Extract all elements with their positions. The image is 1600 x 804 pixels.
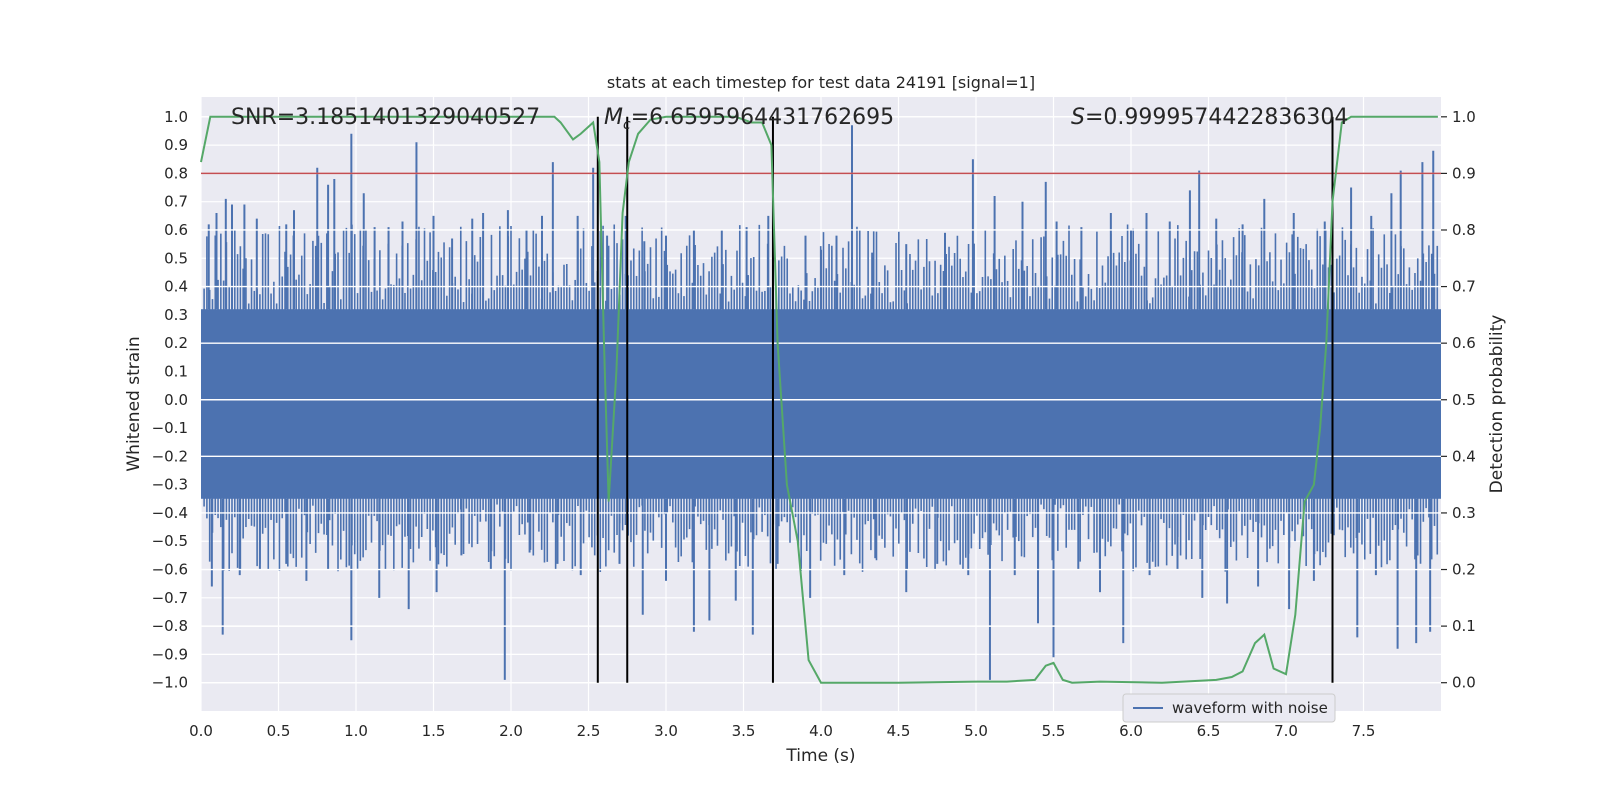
right-y-tick-label: 0.9 <box>1452 164 1476 182</box>
right-y-tick-label: 0.7 <box>1452 278 1476 296</box>
right-y-tick-label: 0.0 <box>1452 674 1476 692</box>
x-axis-ticks: 0.0 0.5 1.0 1.5 2.0 2.5 3.0 3.5 4.0 4.5 5.0 5.5 6.0 6… <box>189 722 1375 740</box>
x-tick-label: 5.0 <box>964 722 988 740</box>
x-tick-label: 5.5 <box>1042 722 1066 740</box>
x-tick-label: 0.0 <box>189 722 213 740</box>
chirp-mass-subscript: c <box>623 117 631 133</box>
left-y-tick-label: 1.0 <box>164 108 188 126</box>
right-y-tick-label: 0.6 <box>1452 334 1476 352</box>
chirp-mass-annotation: Mc=6.6595964431762695 <box>604 105 894 133</box>
left-y-tick-label: −0.9 <box>152 645 188 663</box>
x-tick-label: 4.0 <box>809 722 833 740</box>
x-tick-label: 0.5 <box>267 722 291 740</box>
legend-label: waveform with noise <box>1172 699 1328 717</box>
left-y-tick-label: −0.8 <box>152 617 188 635</box>
x-tick-label: 2.5 <box>577 722 601 740</box>
x-tick-label: 3.5 <box>732 722 756 740</box>
legend-box <box>1122 693 1336 723</box>
left-y-tick-label: −1.0 <box>152 674 188 692</box>
chart-title: stats at each timestep for test data 241… <box>607 73 1035 92</box>
chirp-mass-symbol: M <box>604 105 623 130</box>
right-y-tick-label: 1.0 <box>1452 108 1476 126</box>
left-y-tick-label: −0.2 <box>152 447 188 465</box>
left-y-tick-label: 0.9 <box>164 136 188 154</box>
right-axis-grid-lines <box>201 116 1441 684</box>
right-y-tick-label: 0.1 <box>1452 617 1476 635</box>
right-y-tick-label: 0.5 <box>1452 391 1476 409</box>
left-y-axis-ticks: −1.0 −0.9 −0.8 −0.7 −0.6 −0.5 −0.4 −0.3 −0.2 −0.1… <box>152 108 188 692</box>
left-y-tick-label: 0.1 <box>164 362 188 380</box>
right-y-tick-label: 0.4 <box>1452 447 1476 465</box>
y-axis-label-right: Detection probability <box>1487 315 1507 494</box>
left-y-tick-label: −0.7 <box>152 589 188 607</box>
x-tick-label: 1.5 <box>422 722 446 740</box>
chirp-mass-value: =6.6595964431762695 <box>631 105 894 130</box>
left-y-tick-label: −0.6 <box>152 561 188 579</box>
x-tick-label: 6.0 <box>1119 722 1143 740</box>
y-axis-label-left: Whitened strain <box>124 336 144 471</box>
x-tick-label: 6.5 <box>1197 722 1221 740</box>
x-tick-label: 7.5 <box>1352 722 1376 740</box>
left-y-tick-label: 0.7 <box>164 193 188 211</box>
left-y-tick-label: 0.5 <box>164 249 188 267</box>
right-y-tick-label: 0.3 <box>1452 504 1476 522</box>
x-tick-label: 3.0 <box>654 722 678 740</box>
score-annotation: S=0.9999574422836304 <box>1071 105 1348 130</box>
x-axis-label: Time (s) <box>785 746 855 766</box>
right-y-tick-label: 0.2 <box>1452 561 1476 579</box>
x-tick-label: 7.0 <box>1274 722 1298 740</box>
score-symbol: S <box>1071 105 1085 130</box>
left-y-tick-label: −0.3 <box>152 476 188 494</box>
left-y-tick-label: −0.4 <box>152 504 188 522</box>
left-y-tick-label: 0.8 <box>164 164 188 182</box>
left-y-tick-label: 0.6 <box>164 221 188 239</box>
left-y-tick-label: 0.2 <box>164 334 188 352</box>
x-tick-label: 4.5 <box>887 722 911 740</box>
left-y-tick-label: 0.0 <box>164 391 188 409</box>
legend: waveform with noise <box>1122 693 1336 723</box>
left-y-tick-label: −0.5 <box>152 532 188 550</box>
left-y-tick-label: 0.3 <box>164 306 188 324</box>
score-value: =0.9999574422836304 <box>1085 105 1348 130</box>
detection-probability-line <box>200 115 1438 684</box>
left-y-tick-label: −0.1 <box>152 419 188 437</box>
snr-annotation: SNR=3.1851401329040527 <box>231 105 540 130</box>
x-tick-label: 2.0 <box>499 722 523 740</box>
right-y-tick-label: 0.8 <box>1452 221 1476 239</box>
x-tick-label: 1.0 <box>344 722 368 740</box>
waveform-series <box>201 125 1441 680</box>
right-y-axis-ticks: 0.0 0.1 0.2 0.3 0.4 0.5 0.6 0.7 0.8 0.9 1.0 <box>1441 108 1476 692</box>
left-y-tick-label: 0.4 <box>164 278 188 296</box>
